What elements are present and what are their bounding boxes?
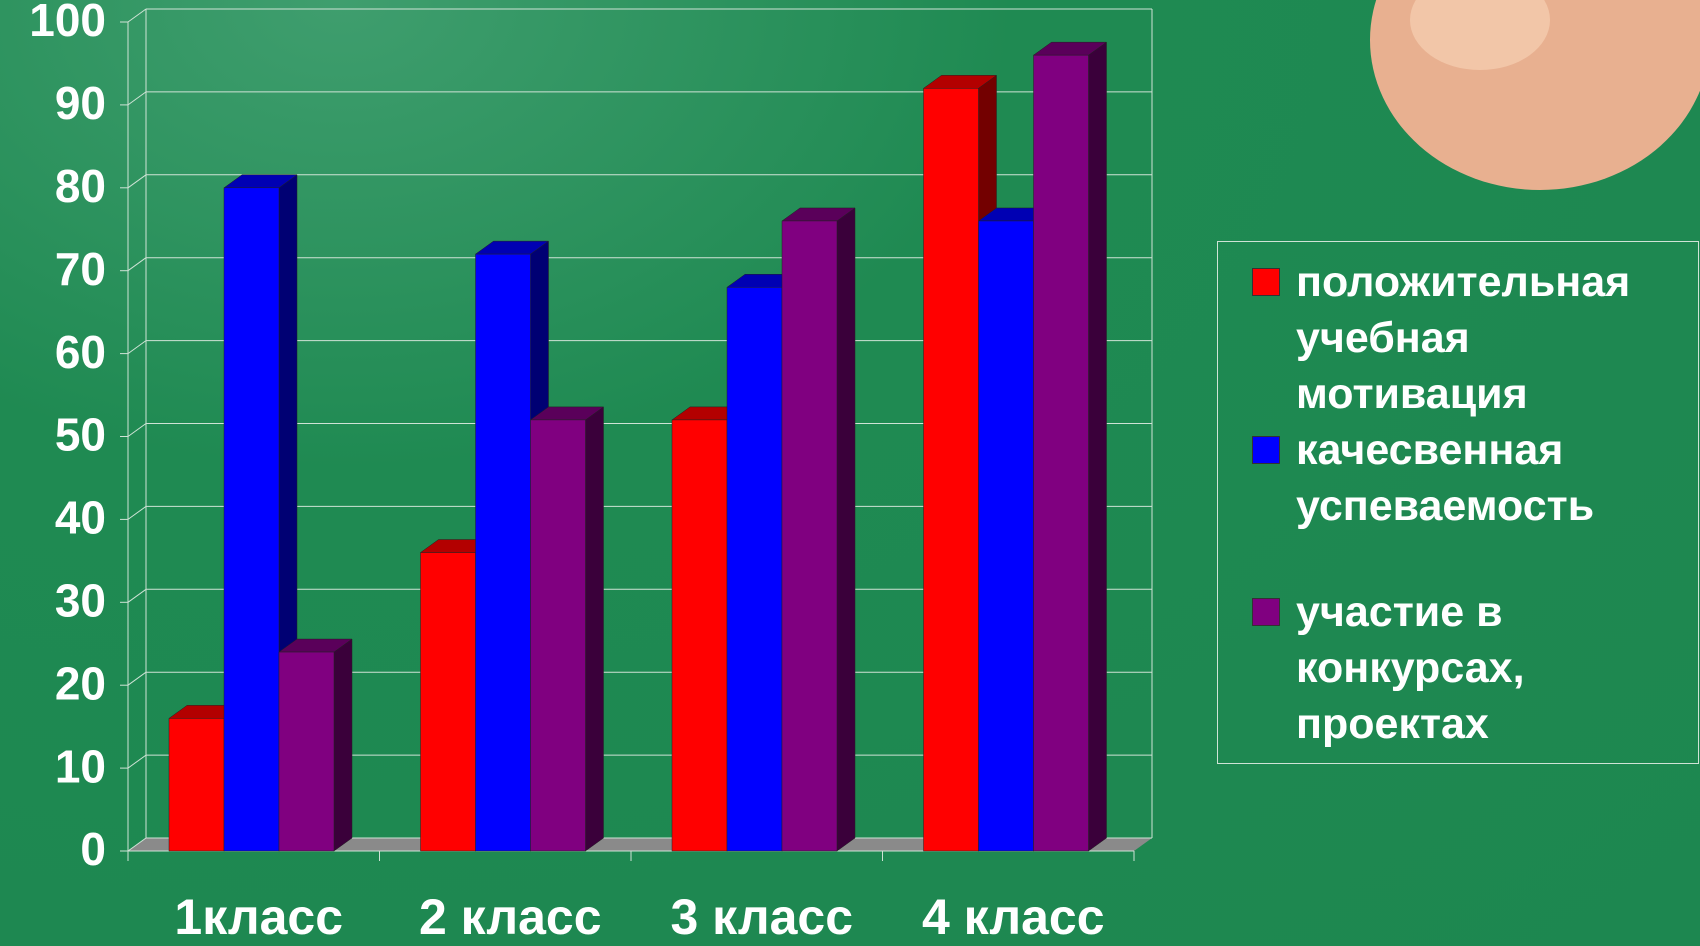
legend-label: качесвенная успеваемость — [1296, 426, 1595, 530]
y-tick-label: 60 — [55, 326, 106, 378]
x-tick-label: 2 класс — [419, 889, 602, 945]
bar-side — [333, 638, 353, 852]
grid-line — [127, 754, 147, 769]
y-tick-label: 10 — [55, 740, 106, 792]
grid-line — [127, 423, 147, 437]
legend-item: положительная учебная мотивация — [1252, 254, 1698, 422]
x-tick-label: 4 класс — [922, 889, 1105, 945]
x-tick-label: 3 класс — [670, 889, 853, 945]
y-tick-label: 20 — [55, 657, 106, 709]
bar — [278, 651, 335, 852]
y-tick-label: 90 — [55, 77, 106, 129]
legend-swatch — [1252, 268, 1280, 296]
bar — [978, 220, 1034, 852]
grid-line — [127, 837, 147, 852]
y-tick-label: 40 — [55, 492, 106, 544]
legend: положительная учебная мотивация качесвенн… — [1217, 241, 1699, 764]
bar — [923, 88, 979, 852]
legend-label: положительная учебная мотивация — [1296, 258, 1631, 418]
bar — [726, 287, 783, 852]
legend-item: участие в конкурсах, проектах — [1252, 584, 1698, 752]
grid-line — [127, 8, 147, 23]
y-tick-label: 50 — [55, 409, 106, 461]
y-tick-label: 0 — [80, 823, 106, 875]
y-tick-label: 70 — [55, 243, 106, 295]
bar — [168, 718, 225, 852]
grid-line — [127, 257, 147, 272]
hand-decoration — [1410, 0, 1550, 70]
bar-side — [1088, 41, 1107, 852]
bar — [223, 187, 280, 852]
grid-line — [127, 588, 147, 603]
grid-line — [127, 505, 147, 520]
legend-label: участие в конкурсах, проектах — [1296, 588, 1525, 748]
bar-side — [836, 207, 856, 852]
bar — [420, 552, 476, 852]
bar-side — [585, 406, 604, 852]
grid-line — [127, 671, 147, 686]
bar — [781, 220, 838, 852]
bar — [671, 419, 728, 852]
grid-line — [127, 340, 147, 355]
x-tick-label: 1класс — [174, 889, 343, 945]
grid-line — [127, 91, 147, 106]
legend-swatch — [1252, 598, 1280, 626]
bar — [530, 419, 586, 852]
y-tick-label: 100 — [29, 0, 106, 46]
bar — [475, 253, 531, 852]
floor — [128, 838, 1152, 851]
grid-line — [127, 174, 147, 189]
legend-swatch — [1252, 436, 1280, 464]
y-tick-label: 80 — [55, 160, 106, 212]
y-tick-label: 30 — [55, 574, 106, 626]
legend-item: качесвенная успеваемость — [1252, 422, 1698, 534]
bar — [1033, 54, 1089, 852]
